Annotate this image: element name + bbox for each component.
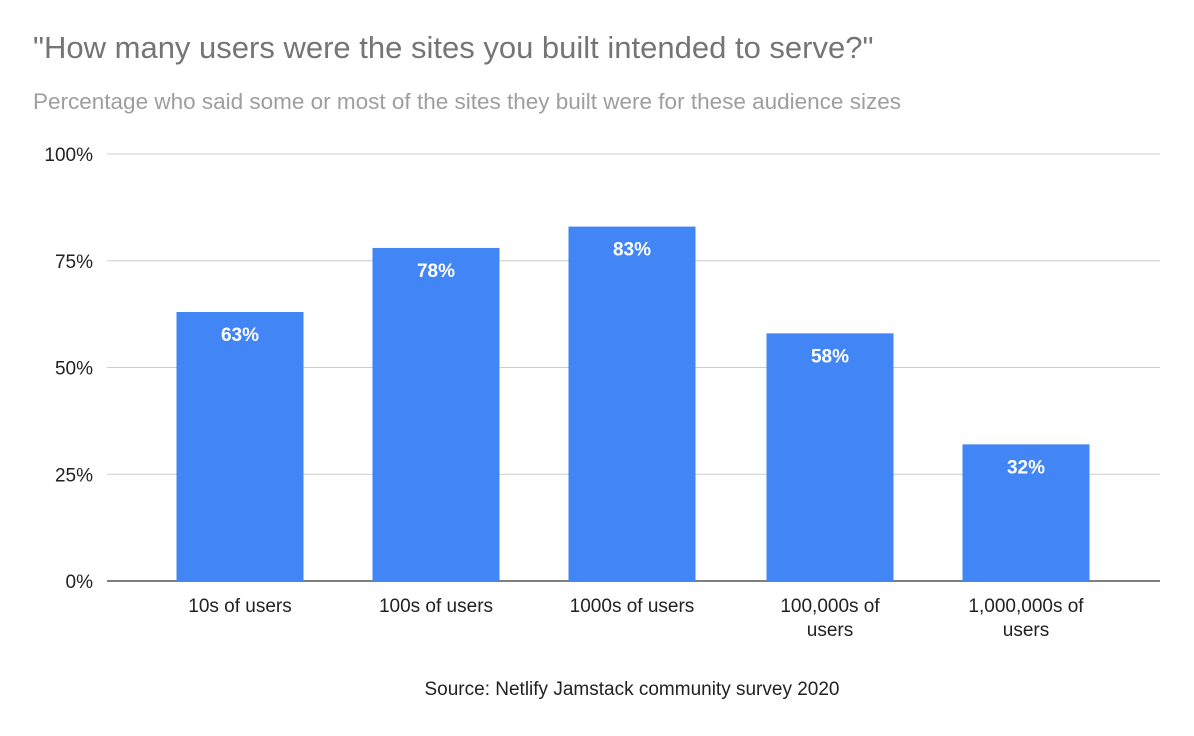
y-tick-label: 75% [55,252,93,273]
data-label: 63% [221,325,259,346]
data-label: 58% [811,346,849,367]
x-tick-label: 1000s of users [570,596,695,617]
bar [766,333,894,581]
x-tick-label: users [807,620,853,641]
y-tick-label: 50% [55,359,93,380]
x-tick-label: 1,000,000s of [968,596,1084,617]
y-tick-label: 0% [66,572,94,593]
chart-title: "How many users were the sites you built… [33,30,874,65]
bar [176,311,304,581]
x-tick-label: 10s of users [188,596,292,617]
x-tick-label: users [1003,620,1049,641]
bar [568,226,696,581]
bar [962,444,1090,581]
chart-subtitle: Percentage who said some or most of the … [33,89,901,114]
data-label: 32% [1007,457,1045,478]
y-tick-label: 25% [55,465,93,486]
x-tick-label: 100s of users [379,596,493,617]
data-label: 78% [417,261,455,282]
bar [372,247,500,581]
x-tick-label: 100,000s of [780,596,880,617]
y-tick-label: 100% [44,145,93,166]
data-label: 83% [613,240,651,261]
chart-source: Source: Netlify Jamstack community surve… [424,679,840,700]
